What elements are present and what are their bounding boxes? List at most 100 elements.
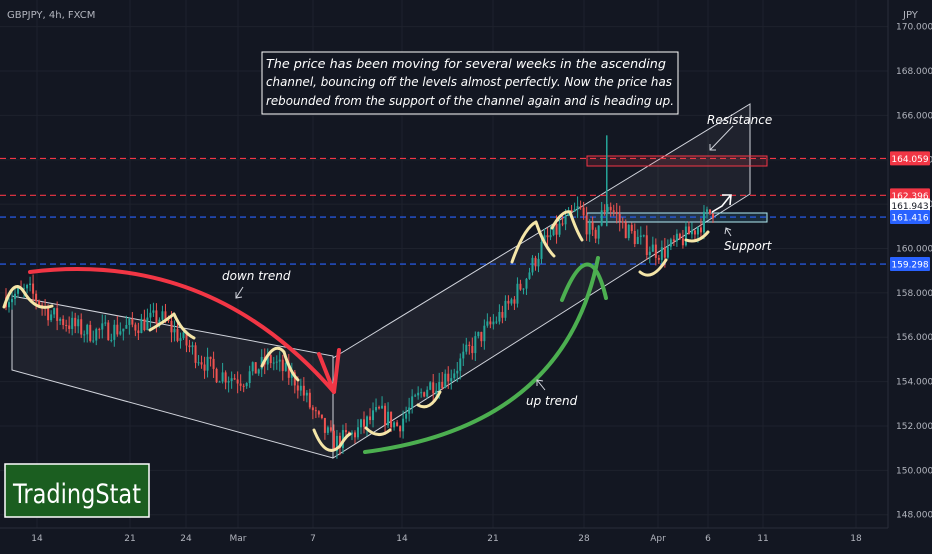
candle-body bbox=[89, 324, 92, 341]
symbol-info[interactable]: GBPJPY, 4h, FXCM bbox=[7, 10, 95, 21]
candle-body bbox=[236, 379, 239, 384]
candle-body bbox=[50, 314, 53, 321]
candle-body bbox=[486, 321, 489, 326]
candle-body bbox=[278, 359, 281, 362]
logo-text: TradingStat bbox=[12, 479, 141, 510]
candle-body bbox=[110, 339, 113, 341]
x-tick-label: 24 bbox=[180, 534, 192, 544]
candle-body bbox=[462, 351, 465, 359]
candle-body bbox=[696, 227, 699, 235]
up-trend-label: up trend bbox=[526, 394, 578, 408]
y-tick-label: 154.000 bbox=[896, 378, 932, 388]
currency-label: JPY bbox=[902, 10, 919, 21]
candle-body bbox=[369, 416, 372, 421]
annotation-box bbox=[261, 51, 679, 115]
candle-body bbox=[534, 257, 537, 267]
candle-body bbox=[435, 390, 438, 394]
x-tick-label: Apr bbox=[650, 534, 666, 544]
candle-body bbox=[167, 319, 170, 321]
candle-body bbox=[62, 318, 65, 326]
price-level-value: 164.059 bbox=[891, 155, 928, 165]
candles bbox=[5, 135, 714, 459]
x-tick-label: 21 bbox=[487, 534, 498, 544]
candle-body bbox=[254, 362, 257, 374]
candle-body bbox=[176, 329, 179, 341]
candle-body bbox=[498, 311, 501, 322]
candle-body bbox=[194, 345, 197, 363]
candle-body bbox=[561, 223, 564, 225]
x-tick-label: 6 bbox=[705, 534, 711, 544]
candle-body bbox=[546, 235, 549, 238]
candle-body bbox=[173, 329, 176, 333]
candle-body bbox=[356, 427, 359, 438]
candle-body bbox=[615, 211, 618, 214]
candle-body bbox=[335, 435, 338, 452]
candle-body bbox=[77, 319, 80, 327]
candle-body bbox=[113, 324, 116, 340]
candle-body bbox=[570, 210, 573, 212]
candle-body bbox=[200, 362, 203, 365]
candle-body bbox=[329, 427, 332, 431]
candle-body bbox=[681, 238, 684, 246]
candle-body bbox=[86, 324, 89, 335]
candle-body bbox=[248, 371, 251, 384]
candle-body bbox=[293, 372, 296, 386]
candle-body bbox=[408, 407, 411, 414]
candle-body bbox=[528, 272, 531, 279]
candle-body bbox=[576, 206, 579, 210]
candle-body bbox=[215, 368, 218, 383]
candle-body bbox=[185, 332, 188, 346]
annotation-line-1: The price has been moving for several we… bbox=[266, 56, 666, 71]
candle-body bbox=[459, 358, 462, 371]
candle-body bbox=[651, 244, 654, 252]
down-trend-arrowhead bbox=[317, 348, 341, 394]
candle-body bbox=[305, 392, 308, 396]
candle-body bbox=[513, 299, 516, 304]
support-label: Support bbox=[724, 239, 773, 253]
candle-body bbox=[678, 233, 681, 239]
candle-body bbox=[507, 300, 510, 304]
candle-body bbox=[14, 293, 17, 299]
breakout-arrow bbox=[711, 194, 732, 213]
candle-body bbox=[56, 308, 59, 321]
candle-body bbox=[654, 244, 657, 258]
y-tick-label: 156.000 bbox=[896, 333, 932, 343]
candle-body bbox=[402, 418, 405, 432]
candle-body bbox=[657, 257, 660, 260]
price-level-badge bbox=[890, 257, 930, 272]
candle-body bbox=[170, 320, 173, 333]
candle-body bbox=[588, 222, 591, 235]
candle-body bbox=[65, 325, 68, 327]
up-trend-hook bbox=[560, 262, 608, 302]
price-level-value: 159.298 bbox=[891, 261, 928, 271]
candle-body bbox=[224, 372, 227, 383]
time-scale[interactable]: 14 21 24 Mar 7 14 21 28 Apr 6 11 18 bbox=[31, 534, 862, 544]
candle-body bbox=[711, 213, 714, 218]
candle-body bbox=[636, 236, 639, 245]
candle-body bbox=[360, 419, 362, 428]
candle-body bbox=[140, 318, 143, 333]
candle-body bbox=[426, 389, 429, 397]
candle-body bbox=[92, 340, 95, 342]
resistance-label: Resistance bbox=[707, 113, 772, 127]
candle-body bbox=[203, 364, 206, 371]
candle-body bbox=[107, 322, 110, 341]
candle-body bbox=[675, 233, 678, 242]
candle-body bbox=[257, 369, 260, 374]
candle-body bbox=[603, 210, 606, 212]
candle-body bbox=[116, 324, 119, 335]
candle-body bbox=[242, 385, 245, 387]
candle-body bbox=[239, 383, 242, 386]
candle-body bbox=[251, 362, 254, 372]
price-level-value: 161.943 bbox=[891, 202, 928, 212]
x-tick-label: 28 bbox=[578, 534, 590, 544]
annotation-line-3: rebounded from the support of the channe… bbox=[266, 93, 674, 108]
candle-body bbox=[143, 318, 146, 331]
candle-body bbox=[155, 310, 158, 324]
candle-body bbox=[450, 378, 453, 382]
candle-body bbox=[38, 301, 41, 306]
candle-body bbox=[149, 312, 152, 318]
candle-body bbox=[510, 299, 513, 304]
candle-body bbox=[296, 385, 299, 391]
